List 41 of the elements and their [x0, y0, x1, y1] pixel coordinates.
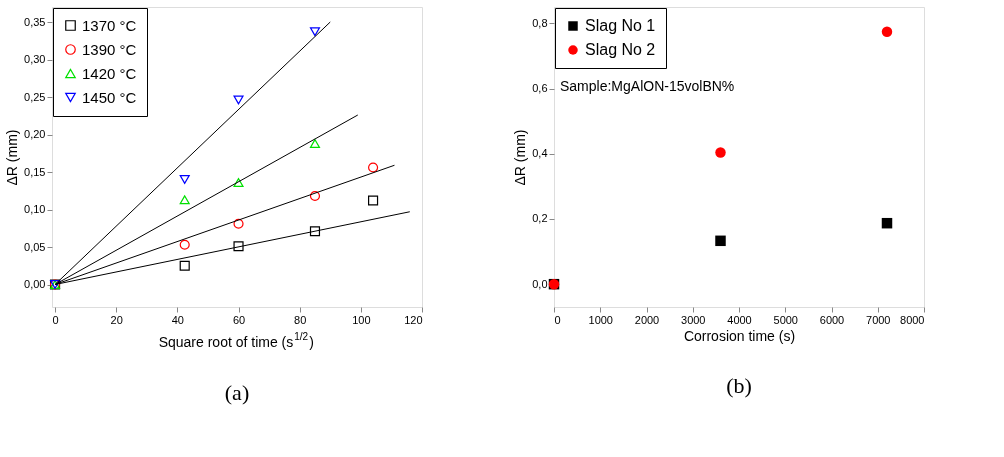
- legend-label: 1420 °C: [82, 64, 137, 82]
- legend-label: Slag No 1: [585, 17, 656, 34]
- y-tick-label: 0,35: [24, 15, 46, 28]
- x-tick-label: 8000: [900, 313, 925, 326]
- x-tick-label: 6000: [819, 313, 845, 326]
- x-tick-label: 20: [110, 313, 123, 326]
- y-tick-label: 0,8: [532, 16, 548, 29]
- text: (a): [224, 380, 250, 405]
- y-tick-label: 0,25: [24, 90, 46, 103]
- y-tick-label: 0,20: [24, 128, 46, 140]
- x-tick-label: 80: [294, 313, 307, 326]
- y-tick-label: 0,30: [24, 53, 46, 65]
- y-tick-label: 0,4: [532, 147, 548, 160]
- x-tick-label: 120: [404, 313, 423, 326]
- y-tick-label: 0,00: [24, 278, 46, 290]
- x-tick-label: 0: [52, 313, 59, 326]
- y-axis-title: ΔR (mm): [4, 129, 21, 186]
- legend-label: 1370 °C: [82, 16, 137, 34]
- annotation: Sample:MgAlON-15volBN%: [560, 78, 735, 94]
- x-tick-label: 3000: [681, 313, 706, 326]
- x-tick-label: 60: [232, 313, 246, 326]
- x-tick-label: 7000: [866, 313, 891, 326]
- y-tick-label: 0,05: [24, 240, 46, 253]
- y-tick-label: 0,15: [24, 165, 46, 178]
- y-tick-label: 0,6: [532, 82, 548, 95]
- x-tick-label: 2000: [634, 313, 660, 326]
- x-tick-label: 0: [554, 313, 561, 326]
- x-tick-label: 5000: [773, 313, 798, 326]
- text: (b): [726, 373, 752, 398]
- x-tick-label: 40: [171, 313, 184, 326]
- x-tick-label: 1000: [588, 313, 613, 326]
- x-tick-label: 4000: [727, 313, 752, 326]
- x-tick-label: 100: [352, 313, 371, 326]
- y-tick-label: 0,2: [532, 212, 548, 225]
- legend-label: 1450 °C: [82, 88, 137, 106]
- y-tick-label: 0,0: [532, 277, 548, 290]
- y-tick-label: 0,10: [24, 203, 46, 215]
- x-axis-title: Corrosion time (s): [683, 327, 796, 344]
- legend-label: Slag No 2: [585, 41, 656, 58]
- legend-label: 1390 °C: [82, 40, 137, 58]
- y-axis-title: ΔR (mm): [512, 129, 529, 186]
